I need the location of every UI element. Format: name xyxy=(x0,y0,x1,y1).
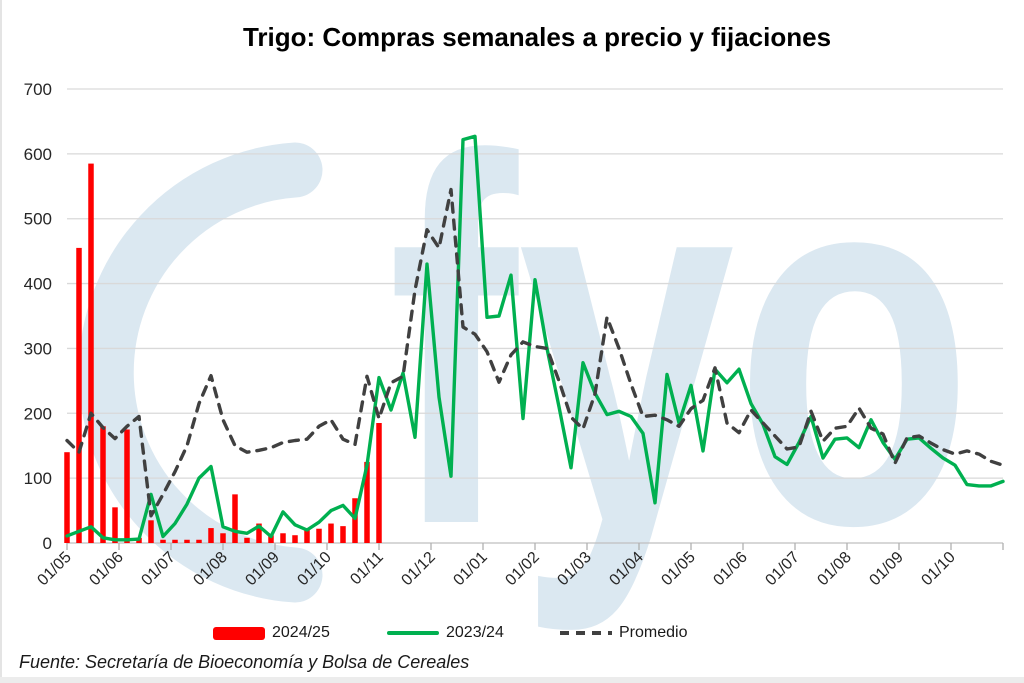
legend-label-2024-25: 2024/25 xyxy=(272,624,330,641)
bottom-strip xyxy=(0,677,1024,683)
legend-swatch-line xyxy=(387,631,439,635)
x-axis xyxy=(66,543,1004,550)
svg-text:200: 200 xyxy=(24,404,52,423)
legend-item-2024-25: 2024/25 xyxy=(213,622,330,644)
svg-text:0: 0 xyxy=(43,534,52,553)
line-Promedio xyxy=(65,187,1005,518)
legend-item-promedio: Promedio xyxy=(560,622,687,644)
left-edge-divider xyxy=(0,0,2,683)
svg-text:400: 400 xyxy=(24,275,52,294)
watermark-swoosh-icon xyxy=(78,142,323,603)
svg-text:01/05: 01/05 xyxy=(34,549,74,589)
line-2023-24 xyxy=(65,134,1005,542)
source-note: Fuente: Secretaría de Bioeconomía y Bols… xyxy=(19,652,470,672)
svg-text:100: 100 xyxy=(24,469,52,488)
svg-text:600: 600 xyxy=(24,145,52,164)
watermark-text: fyo xyxy=(388,52,973,636)
legend-swatch-bar xyxy=(213,626,265,640)
bars-2024-25 xyxy=(64,163,382,543)
svg-text:300: 300 xyxy=(24,339,52,358)
y-axis-labels: 0 100 200 300 400 500 600 700 xyxy=(24,80,52,553)
legend-swatch-dashed xyxy=(560,631,612,635)
legend-label-promedio: Promedio xyxy=(619,624,688,641)
legend-label-2023-24: 2023/24 xyxy=(446,624,504,641)
svg-text:01/06: 01/06 xyxy=(86,549,126,589)
legend: 2024/25 2023/24 Promedio xyxy=(0,622,1024,644)
svg-text:700: 700 xyxy=(24,80,52,99)
svg-text:01/11: 01/11 xyxy=(347,549,387,589)
svg-text:500: 500 xyxy=(24,210,52,229)
watermark-fyo: fyo xyxy=(78,52,973,636)
legend-item-2023-24: 2023/24 xyxy=(387,622,504,644)
page-title: Trigo: Compras semanales a precio y fija… xyxy=(242,22,832,52)
